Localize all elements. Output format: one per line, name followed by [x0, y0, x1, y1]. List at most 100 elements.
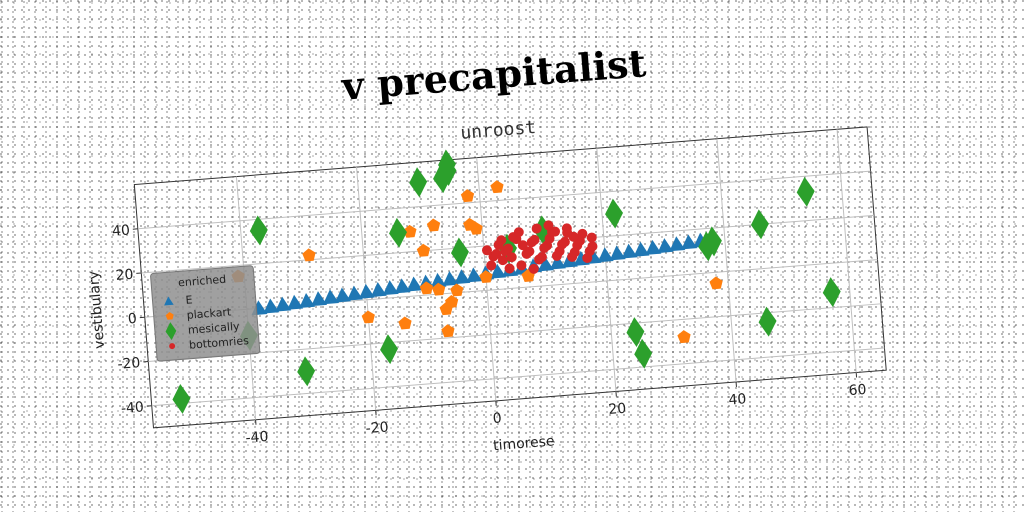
data-point — [409, 167, 428, 198]
y-tick-label: 0 — [127, 311, 137, 328]
legend-label: bottomries — [189, 334, 250, 352]
data-point — [703, 226, 722, 257]
data-point — [531, 223, 542, 234]
x-tick-label: 40 — [728, 391, 747, 408]
x-tick-label: -20 — [365, 419, 389, 437]
data-point — [382, 280, 399, 296]
data-point — [758, 306, 777, 337]
series-plackart — [231, 180, 723, 344]
data-point — [534, 254, 545, 265]
data-point — [597, 247, 614, 263]
data-point — [438, 149, 456, 180]
data-point — [335, 287, 351, 303]
data-point — [406, 276, 423, 292]
data-point — [394, 278, 411, 294]
data-point — [586, 232, 597, 243]
data-point — [442, 271, 459, 287]
data-point — [503, 243, 514, 254]
plot-area — [133, 126, 887, 429]
data-point — [539, 242, 550, 253]
y-gridline — [151, 347, 885, 407]
data-point — [491, 248, 502, 259]
data-point — [626, 317, 645, 347]
data-point — [557, 239, 568, 250]
data-point — [621, 243, 638, 259]
data-point — [441, 324, 455, 338]
legend-item: bottomries — [169, 334, 250, 352]
legend-item: plackart — [165, 305, 232, 322]
data-point — [249, 215, 268, 246]
legend-marker — [165, 312, 174, 320]
data-point — [454, 269, 471, 285]
tick-layer: -40 -20 0 20 40 60 -40 -20 0 20 40 — [112, 222, 868, 446]
legend-label: plackart — [186, 305, 232, 322]
data-point — [361, 310, 375, 324]
data-point — [796, 176, 815, 207]
legend-marker — [165, 322, 177, 341]
data-point — [466, 267, 483, 283]
data-point — [460, 189, 475, 203]
data-point — [172, 383, 191, 414]
data-point — [490, 263, 507, 279]
y-tick-label: 20 — [115, 267, 134, 284]
data-point — [605, 198, 624, 229]
data-point — [389, 217, 407, 248]
axes-title: unroost — [460, 117, 537, 144]
y-tick-label: 40 — [112, 222, 131, 239]
y-gridline — [148, 303, 882, 362]
data-point — [481, 245, 492, 256]
data-point — [469, 221, 483, 235]
data-point — [513, 227, 524, 238]
x-tick-label: 0 — [492, 410, 502, 427]
data-point — [403, 224, 417, 238]
data-point — [497, 255, 508, 266]
data-point — [562, 227, 573, 238]
x-axis-label: timorese — [493, 433, 556, 454]
series-bottomries — [481, 220, 598, 274]
data-point — [709, 276, 723, 290]
y-tick-label: -40 — [120, 399, 144, 417]
data-point — [609, 245, 626, 261]
data-point — [551, 250, 562, 261]
data-point — [287, 294, 304, 310]
legend-item: E — [164, 293, 193, 307]
x-tick-label: 20 — [608, 401, 627, 418]
data-point — [677, 330, 691, 344]
data-point — [634, 338, 653, 369]
data-point — [450, 237, 469, 268]
chart-title: v precapitalist — [339, 40, 648, 109]
data-point — [550, 226, 561, 237]
x-gridline — [836, 129, 857, 373]
x-gridline — [596, 148, 617, 392]
y-tick-label: -20 — [117, 355, 141, 373]
legend-label: E — [185, 293, 193, 307]
data-point — [528, 263, 539, 274]
data-point — [380, 334, 398, 365]
data-point — [657, 238, 674, 254]
data-point — [496, 235, 507, 246]
series-mesically — [172, 149, 841, 414]
data-point — [311, 291, 328, 307]
data-point — [549, 254, 566, 270]
data-point — [426, 218, 441, 232]
data-point — [645, 239, 662, 255]
mark-layer — [172, 149, 841, 414]
data-point — [669, 236, 686, 252]
data-point — [822, 277, 841, 308]
data-point — [419, 281, 433, 295]
series-e — [251, 232, 710, 316]
data-point — [430, 272, 447, 288]
axes-group: unroost -40 -20 0 20 40 60 -40 -20 0 20 40 timores… — [86, 117, 887, 454]
data-point — [516, 260, 527, 271]
data-point — [504, 263, 515, 274]
data-point — [544, 233, 555, 244]
legend-title: enriched — [178, 273, 227, 290]
data-point — [431, 282, 446, 296]
data-point — [398, 316, 412, 330]
data-point — [582, 252, 593, 263]
legend-item: mesically — [165, 320, 240, 341]
y-axis-label: vestibulary — [86, 270, 108, 349]
